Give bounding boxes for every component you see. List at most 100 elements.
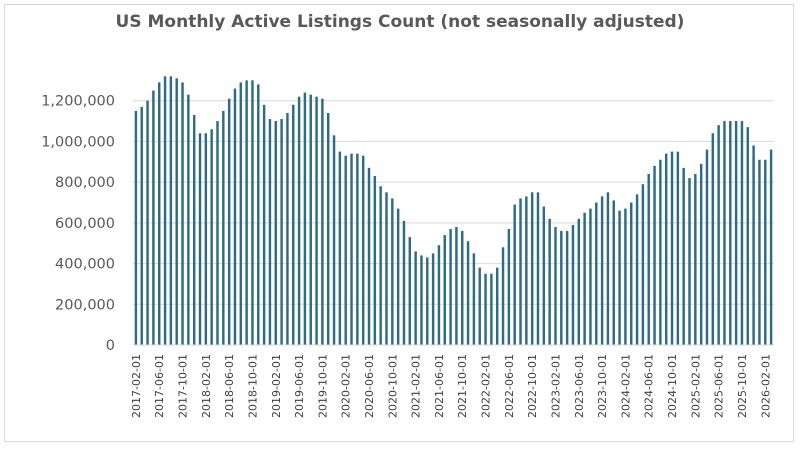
x-tick-label: 2020-02-01 bbox=[340, 354, 353, 418]
bar bbox=[495, 267, 499, 345]
x-tick-label: 2018-06-01 bbox=[223, 354, 236, 418]
bar bbox=[630, 202, 633, 345]
bar bbox=[734, 121, 738, 345]
bar bbox=[653, 165, 656, 345]
x-tick-label: 2026-02-01 bbox=[759, 354, 772, 418]
y-axis: 0 200,000 400,000 600,000 800,000 1,000,000 1,… bbox=[41, 94, 115, 354]
bar bbox=[414, 251, 417, 345]
x-axis: 2017-02-01 2017-06-01 2017-10-01 2018-02-01… bbox=[130, 354, 772, 418]
bar bbox=[245, 80, 248, 346]
bar bbox=[764, 159, 767, 345]
bar bbox=[280, 119, 283, 345]
x-tick-label: 2024-02-01 bbox=[619, 354, 632, 418]
bar bbox=[326, 112, 330, 346]
bar bbox=[519, 198, 522, 345]
bar bbox=[204, 133, 208, 345]
x-tick-label: 2022-10-01 bbox=[526, 354, 539, 418]
bar bbox=[670, 151, 674, 345]
bar bbox=[554, 226, 557, 345]
bar bbox=[338, 151, 342, 345]
bar bbox=[705, 149, 709, 345]
bar bbox=[402, 220, 406, 345]
x-tick-label: 2023-06-01 bbox=[573, 354, 586, 418]
bar bbox=[297, 96, 301, 345]
y-tick-label: 0 bbox=[106, 338, 115, 354]
bar bbox=[513, 204, 516, 345]
bar bbox=[134, 110, 138, 345]
bar bbox=[344, 155, 347, 345]
bar bbox=[385, 192, 388, 345]
bar bbox=[309, 94, 312, 345]
bar bbox=[659, 159, 662, 345]
bar bbox=[484, 273, 487, 345]
bar bbox=[577, 218, 581, 345]
bar bbox=[769, 149, 773, 345]
bar bbox=[548, 218, 551, 345]
bar bbox=[717, 125, 720, 345]
bar bbox=[624, 208, 627, 345]
bar bbox=[583, 212, 586, 345]
bar bbox=[315, 96, 318, 345]
bar bbox=[536, 192, 540, 345]
bar bbox=[292, 104, 295, 345]
bar bbox=[758, 159, 761, 345]
x-tick-label: 2020-10-01 bbox=[386, 354, 399, 418]
bar bbox=[192, 114, 196, 346]
y-tick-label: 1,200,000 bbox=[41, 94, 115, 110]
bar bbox=[635, 194, 639, 345]
bar bbox=[233, 88, 237, 345]
bar bbox=[187, 94, 190, 345]
y-tick-label: 600,000 bbox=[55, 216, 115, 232]
bar bbox=[571, 224, 575, 345]
bar bbox=[408, 237, 412, 345]
bar bbox=[711, 133, 715, 345]
bar bbox=[746, 127, 749, 346]
bar bbox=[181, 82, 184, 345]
bar bbox=[152, 90, 155, 345]
bar bbox=[740, 121, 744, 345]
bar bbox=[356, 153, 359, 345]
x-tick-label: 2023-10-01 bbox=[596, 354, 609, 418]
bar bbox=[239, 82, 243, 345]
x-tick-label: 2018-10-01 bbox=[246, 354, 259, 418]
bar bbox=[216, 121, 219, 345]
bar bbox=[222, 110, 225, 345]
bar bbox=[251, 80, 254, 346]
bar bbox=[466, 241, 470, 345]
bar bbox=[647, 174, 650, 345]
bar bbox=[350, 153, 353, 345]
bar bbox=[286, 112, 289, 346]
bar bbox=[140, 106, 143, 345]
x-tick-label: 2024-10-01 bbox=[666, 354, 679, 418]
bar bbox=[443, 235, 446, 345]
bar bbox=[723, 121, 726, 345]
bar bbox=[379, 186, 382, 345]
x-tick-label: 2017-10-01 bbox=[177, 354, 190, 418]
bar bbox=[169, 76, 173, 345]
x-tick-label: 2019-06-01 bbox=[293, 354, 306, 418]
bar bbox=[525, 196, 528, 345]
bar bbox=[426, 257, 429, 345]
x-tick-label: 2017-02-01 bbox=[130, 354, 143, 418]
bars bbox=[134, 76, 773, 346]
bar bbox=[303, 92, 307, 345]
bar bbox=[431, 253, 435, 345]
bar bbox=[589, 208, 592, 345]
bar bbox=[490, 273, 493, 345]
bar bbox=[478, 267, 481, 345]
bar bbox=[542, 206, 546, 345]
x-tick-label: 2023-02-01 bbox=[549, 354, 562, 418]
bar bbox=[682, 167, 685, 345]
x-tick-label: 2022-02-01 bbox=[480, 354, 493, 418]
bar bbox=[455, 226, 458, 345]
bar bbox=[752, 145, 755, 345]
bar bbox=[694, 174, 697, 345]
x-tick-label: 2024-06-01 bbox=[643, 354, 656, 418]
bar bbox=[321, 98, 324, 346]
x-tick-label: 2021-02-01 bbox=[410, 354, 423, 418]
x-tick-label: 2021-10-01 bbox=[456, 354, 469, 418]
bar bbox=[560, 231, 563, 345]
chart-title: US Monthly Active Listings Count (not se… bbox=[115, 12, 685, 32]
bar bbox=[262, 104, 266, 345]
